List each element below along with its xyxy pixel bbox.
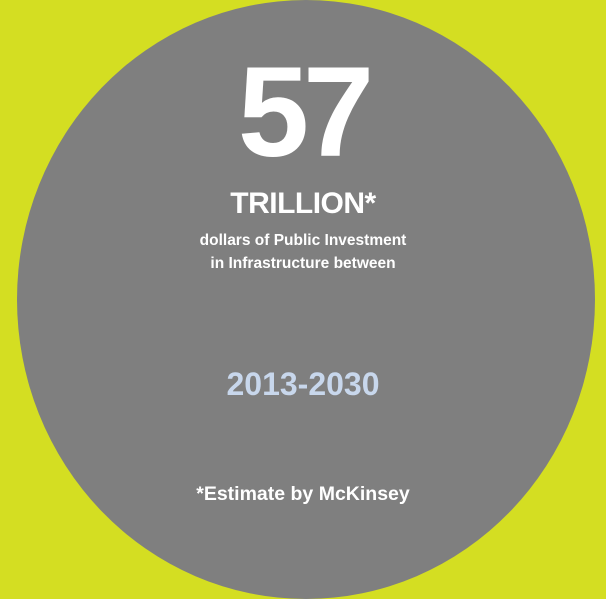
year-range: 2013-2030 xyxy=(226,366,380,402)
footnote: *Estimate by McKinsey xyxy=(196,483,410,505)
description-line-2: in Infrastructure between xyxy=(210,255,396,272)
description-line-1: dollars of Public Investment xyxy=(199,232,407,249)
gray-circle xyxy=(17,0,595,599)
headline-unit: TRILLION* xyxy=(230,187,376,220)
headline-number: 57 xyxy=(237,41,374,184)
